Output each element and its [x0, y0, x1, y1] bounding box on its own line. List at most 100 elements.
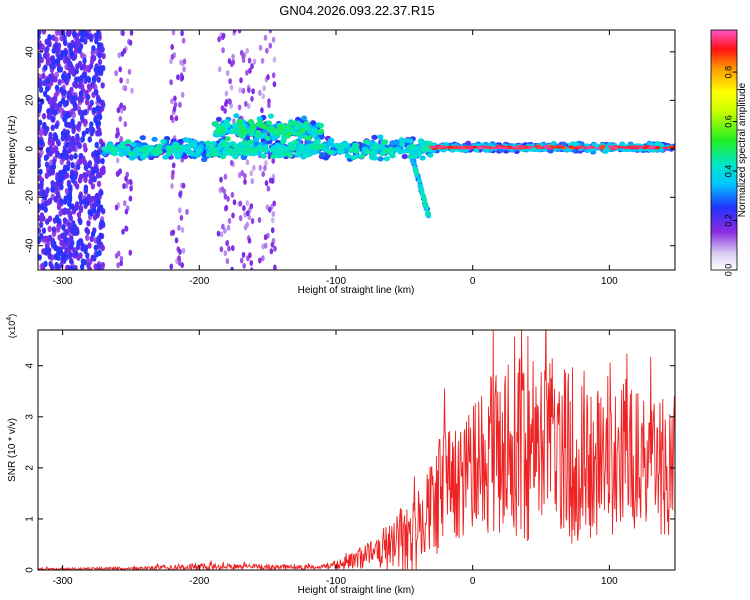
spectrogram-cell: [353, 142, 360, 148]
spectrogram-cell: [73, 152, 78, 160]
spectrogram-cell: [243, 173, 247, 179]
spectrogram-cell: [83, 247, 88, 254]
spectrogram-cell: [201, 156, 208, 163]
spectrogram-cell: [92, 202, 97, 209]
spectrogram-cell: [74, 82, 79, 89]
spectrogram-cell: [239, 49, 244, 56]
spectrogram-cell: [67, 200, 72, 208]
spectrogram-cell: [52, 240, 57, 248]
spectrogram-cell: [87, 162, 92, 169]
spectrogram-cell: [83, 184, 89, 191]
spectrogram-cell: [56, 203, 62, 211]
spectrogram-cell: [79, 36, 85, 43]
spectrogram-cell: [39, 181, 44, 188]
spectrogram-cell: [134, 146, 141, 152]
spectrogram-cell: [211, 151, 218, 158]
spectrogram-cell: [82, 57, 87, 65]
spectrogram-cell: [43, 260, 48, 268]
spectrogram-cell: [176, 74, 180, 81]
spectrogram-cell: [180, 91, 185, 98]
spectrogram-cell: [124, 145, 131, 151]
spectrogram-cell: [94, 251, 100, 258]
spectrogram-cell: [221, 47, 225, 54]
spectrogram-cell: [59, 198, 64, 205]
spectrogram-cell: [38, 202, 41, 210]
spectrogram-cell: [260, 153, 267, 159]
spectrogram-cell: [194, 152, 202, 158]
spectrogram-cell: [182, 58, 187, 65]
spectrogram-cell: [38, 152, 42, 160]
spectrogram-cell: [237, 30, 242, 34]
spectrogram-cell: [273, 264, 277, 270]
spectrogram-cell: [154, 145, 162, 151]
spectrogram-cell: [173, 95, 177, 102]
spectrogram-cell: [185, 144, 192, 150]
spectrogram-cell: [116, 131, 120, 137]
spectrogram-cell: [50, 180, 55, 187]
spectrogram-cell: [225, 258, 230, 265]
spectrogram-cell: [45, 45, 50, 53]
spectrogram-cell: [65, 141, 70, 149]
spectrogram-cell: [271, 72, 276, 79]
spectrogram-cell: [162, 154, 169, 160]
spectrogram-cell: [69, 243, 74, 250]
spectrogram-cell: [54, 84, 60, 92]
spectrogram-cell: [249, 260, 254, 266]
spectrogram-cell: [372, 144, 380, 150]
spectrogram-cell: [169, 263, 174, 270]
spectrogram-cell: [377, 156, 384, 162]
spectrogram-x-label: Height of straight line (km): [298, 285, 415, 296]
spectrogram-cell: [248, 119, 254, 125]
snr-x-label: Height of straight line (km): [298, 585, 415, 596]
spectrogram-cell: [179, 214, 184, 221]
spectrogram-cell: [72, 31, 77, 38]
spectrogram-cell: [128, 195, 133, 202]
spectrogram-cell: [275, 152, 282, 159]
spectrogram-cell: [143, 151, 150, 157]
spectrogram-cell: [174, 115, 179, 122]
spec-y-tick-label: -40: [25, 238, 36, 253]
spectrogram-cell: [38, 227, 42, 234]
spectrogram-cell: [116, 262, 120, 269]
spectrogram-cell: [295, 122, 302, 128]
spectrogram-cell: [83, 164, 89, 171]
spectrogram-cell: [274, 131, 281, 137]
spectrogram-cell: [170, 53, 175, 60]
spectrogram-cell: [123, 200, 127, 207]
snr-x-tick-label: 0: [470, 576, 476, 587]
spectrogram-cell: [204, 140, 212, 146]
spectrogram-cell: [140, 147, 147, 153]
snr-x-tick-label: 100: [601, 576, 618, 587]
spectrogram-cell: [64, 99, 70, 107]
spectrogram-cell: [273, 245, 277, 252]
spectrogram-cell: [55, 151, 60, 158]
spectrogram-cell: [440, 145, 447, 148]
spectrogram-cell: [50, 140, 55, 147]
spectrogram-cell: [47, 34, 52, 41]
snr-x-tick-label: -200: [189, 576, 209, 587]
spectrogram-cell: [72, 223, 78, 231]
spectrogram-cell: [92, 176, 97, 183]
snr-y-ticks: 0 1 2 3 4: [25, 363, 675, 573]
spectrogram-cell: [252, 147, 259, 153]
spectrogram-cell: [175, 145, 182, 151]
spectrogram-cell: [43, 200, 49, 207]
spectrogram-cell: [289, 146, 296, 152]
spectrogram-cell: [170, 98, 174, 105]
spectrogram-cell: [460, 146, 467, 150]
spectrogram-cell: [118, 66, 122, 73]
spectrogram-cell: [557, 144, 564, 148]
spectrogram-cell: [72, 41, 77, 49]
spectrogram-cell: [644, 144, 651, 148]
spectrogram-cell: [96, 171, 102, 178]
spectrogram-cell: [269, 248, 274, 255]
spectrogram-cell: [599, 144, 606, 148]
spectrogram-cell: [180, 262, 184, 269]
spectrogram-cell: [369, 150, 376, 156]
spectrogram-cell: [94, 192, 100, 200]
spectrogram-cell: [261, 93, 266, 100]
spectrogram-cell: [326, 149, 334, 155]
spectrogram-cell: [44, 161, 50, 168]
spectrogram-cell: [232, 199, 237, 206]
spectrogram-cell: [98, 204, 104, 211]
